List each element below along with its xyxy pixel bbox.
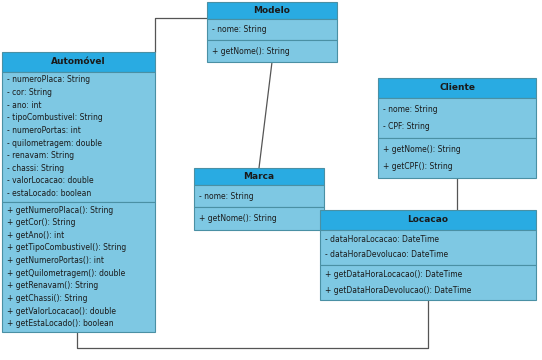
Text: - numeroPlaca: String: - numeroPlaca: String [7, 75, 90, 84]
Text: Locacao: Locacao [408, 215, 448, 224]
Text: + getCPF(): String: + getCPF(): String [383, 162, 453, 171]
Text: - quilometragem: double: - quilometragem: double [7, 139, 102, 148]
FancyBboxPatch shape [207, 2, 337, 19]
Text: + getRenavam(): String: + getRenavam(): String [7, 282, 98, 291]
FancyBboxPatch shape [194, 168, 324, 185]
Text: - valorLocacao: double: - valorLocacao: double [7, 176, 94, 185]
Text: + getNumeroPlaca(): String: + getNumeroPlaca(): String [7, 206, 113, 215]
Text: Modelo: Modelo [254, 6, 291, 15]
FancyBboxPatch shape [207, 40, 337, 62]
FancyBboxPatch shape [207, 19, 337, 40]
FancyBboxPatch shape [378, 138, 536, 178]
Text: - ano: int: - ano: int [7, 100, 42, 109]
Text: + getChassi(): String: + getChassi(): String [7, 294, 87, 303]
Text: - dataHoraLocacao: DateTime: - dataHoraLocacao: DateTime [325, 235, 439, 244]
Text: + getNumeroPortas(): int: + getNumeroPortas(): int [7, 256, 104, 265]
Text: + getTipoCombustivel(): String: + getTipoCombustivel(): String [7, 243, 126, 252]
Text: - renavam: String: - renavam: String [7, 151, 74, 160]
FancyBboxPatch shape [2, 202, 155, 332]
Text: - nome: String: - nome: String [383, 105, 437, 114]
Text: + getNome(): String: + getNome(): String [383, 145, 461, 154]
Text: - CPF: String: - CPF: String [383, 122, 430, 131]
Text: Cliente: Cliente [439, 84, 475, 93]
FancyBboxPatch shape [194, 207, 324, 230]
Text: - chassi: String: - chassi: String [7, 164, 64, 173]
Text: - dataHoraDevolucao: DateTime: - dataHoraDevolucao: DateTime [325, 251, 448, 260]
FancyBboxPatch shape [194, 185, 324, 207]
Text: + getDataHoraDevolucao(): DateTime: + getDataHoraDevolucao(): DateTime [325, 285, 472, 294]
Text: + getAno(): int: + getAno(): int [7, 231, 64, 240]
Text: + getDataHoraLocacao(): DateTime: + getDataHoraLocacao(): DateTime [325, 270, 462, 279]
Text: + getEstaLocado(): boolean: + getEstaLocado(): boolean [7, 319, 114, 328]
Text: + getNome(): String: + getNome(): String [212, 47, 290, 56]
Text: - cor: String: - cor: String [7, 88, 52, 97]
FancyBboxPatch shape [320, 230, 536, 265]
FancyBboxPatch shape [320, 210, 536, 230]
FancyBboxPatch shape [378, 78, 536, 98]
Text: - tipoCombustivel: String: - tipoCombustivel: String [7, 113, 103, 122]
Text: - estaLocado: boolean: - estaLocado: boolean [7, 189, 91, 198]
FancyBboxPatch shape [378, 98, 536, 138]
Text: + getValorLocacao(): double: + getValorLocacao(): double [7, 307, 116, 316]
Text: + getNome(): String: + getNome(): String [199, 214, 277, 223]
Text: + getCor(): String: + getCor(): String [7, 218, 75, 227]
Text: - numeroPortas: int: - numeroPortas: int [7, 126, 81, 135]
Text: Marca: Marca [243, 172, 275, 181]
Text: - nome: String: - nome: String [199, 192, 254, 201]
Text: + getQuilometragem(): double: + getQuilometragem(): double [7, 269, 125, 278]
Text: - nome: String: - nome: String [212, 25, 267, 34]
FancyBboxPatch shape [320, 265, 536, 300]
FancyBboxPatch shape [2, 52, 155, 72]
FancyBboxPatch shape [2, 72, 155, 202]
Text: Automóvel: Automóvel [51, 57, 106, 66]
